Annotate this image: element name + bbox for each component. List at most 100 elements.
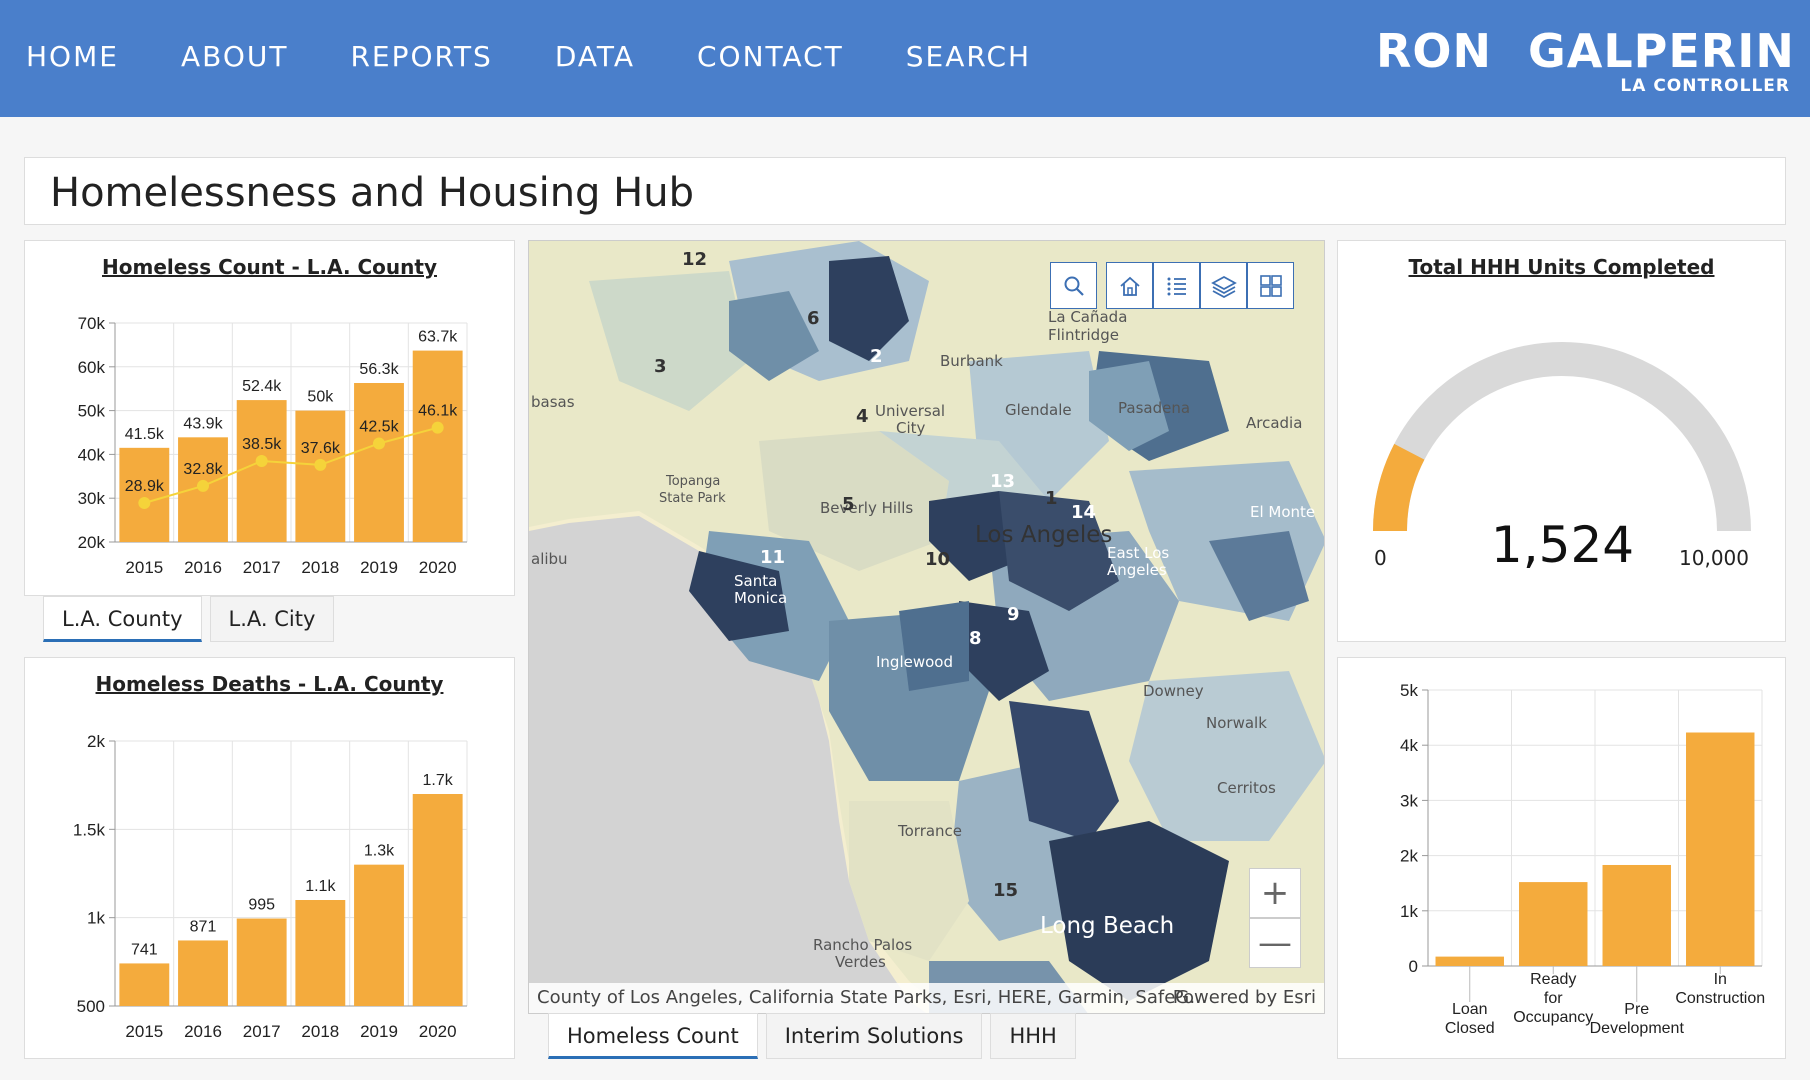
bar — [412, 794, 463, 1006]
tab-homeless-count[interactable]: Homeless Count — [548, 1013, 758, 1059]
y-tick-label: 3k — [1400, 791, 1418, 810]
data-label: 50k — [307, 389, 334, 406]
data-label: 46.1k — [418, 403, 458, 420]
data-label: 32.8k — [183, 461, 223, 478]
homeless-deaths-chart: 500 1k 1.5k 2k 741 2015 871 2016 995 2017 1.1k 2018… — [73, 732, 468, 1041]
homeless-deaths-panel: Homeless Deaths - L.A. County 500 1k 1.5k 2… — [24, 657, 515, 1059]
data-label: 42.5k — [359, 418, 399, 435]
map-tabs: Homeless Count Interim Solutions HHH — [548, 1013, 1076, 1059]
series-point — [138, 497, 151, 510]
y-tick-label: 2k — [1400, 847, 1418, 866]
place-label: basas — [531, 393, 575, 411]
nav-search[interactable]: SEARCH — [905, 40, 1032, 73]
series-point — [255, 454, 268, 467]
y-tick-label: 5k — [1400, 681, 1418, 700]
bar — [1602, 864, 1671, 966]
data-label: 1.7k — [423, 772, 454, 789]
tab-interim-solutions[interactable]: Interim Solutions — [765, 1013, 983, 1059]
x-tick-label: Development — [1590, 1020, 1685, 1037]
brand-last-name: GALPERIN — [1528, 24, 1795, 78]
series-point — [314, 458, 327, 471]
place-label: City — [896, 419, 926, 437]
y-tick-label: 30k — [78, 489, 106, 508]
place-label: Glendale — [1005, 401, 1072, 419]
map-view[interactable]: La Cañada Flintridge Burbank basas Unive… — [528, 240, 1325, 1014]
list-icon[interactable] — [1153, 262, 1200, 309]
powered-by-esri[interactable]: Powered by Esri — [1172, 987, 1316, 1008]
district-number: 13 — [990, 471, 1016, 492]
x-tick-label: 2017 — [243, 1022, 281, 1041]
district-number: 6 — [807, 308, 820, 329]
data-label: 995 — [248, 897, 275, 914]
place-label: Monica — [734, 589, 788, 607]
homeless-deaths-title: Homeless Deaths - L.A. County — [95, 672, 444, 696]
top-nav-bar: HOME ABOUT REPORTS DATA CONTACT SEARCH R… — [0, 0, 1810, 117]
zoom-in-button[interactable]: + — [1249, 868, 1301, 918]
basemap-gallery-icon[interactable] — [1247, 262, 1294, 309]
series-point — [373, 437, 385, 450]
data-label: 43.9k — [183, 415, 223, 432]
x-tick-label: Pre — [1624, 1001, 1649, 1018]
data-label: 1.1k — [305, 878, 336, 895]
gauge-track — [1373, 342, 1751, 532]
data-label: 52.4k — [242, 378, 282, 395]
tab-hhh[interactable]: HHH — [990, 1013, 1076, 1059]
nav-about[interactable]: ABOUT — [180, 40, 289, 73]
district-number: 9 — [1007, 604, 1020, 625]
district-number: 8 — [969, 628, 982, 649]
data-label: 56.3k — [359, 361, 399, 378]
place-label: Inglewood — [876, 653, 953, 671]
place-label: Burbank — [940, 352, 1003, 370]
district-number: 3 — [654, 356, 667, 377]
zoom-out-button[interactable]: — — [1249, 918, 1301, 968]
bar — [1519, 882, 1588, 966]
y-tick-label: 70k — [78, 314, 106, 333]
homeless-count-panel: Homeless Count - L.A. County 20k 30k 40k 50… — [24, 240, 515, 596]
x-tick-label: for — [1544, 990, 1563, 1007]
x-tick-label: 2016 — [184, 1022, 222, 1041]
bar — [236, 918, 287, 1006]
y-tick-label: 1k — [87, 909, 105, 928]
gauge-min-label: 0 — [1374, 546, 1387, 570]
tab-la-city[interactable]: L.A. City — [209, 596, 335, 642]
place-label: Norwalk — [1206, 714, 1267, 732]
district-number: 12 — [682, 249, 708, 270]
district-number: 11 — [760, 547, 786, 568]
district-number: 4 — [856, 406, 869, 427]
brand-logo[interactable]: RON GALPERIN LA CONTROLLER — [1376, 14, 1796, 104]
x-tick-label: 2019 — [360, 1022, 398, 1041]
nav-data[interactable]: DATA — [554, 40, 635, 73]
home-icon[interactable] — [1106, 262, 1153, 309]
x-tick-label: Construction — [1675, 990, 1765, 1007]
x-tick-label: 2018 — [301, 1022, 339, 1041]
hhh-units-gauge — [1373, 342, 1751, 532]
bar — [1435, 956, 1504, 966]
nav-reports[interactable]: REPORTS — [350, 40, 493, 73]
bar — [236, 400, 287, 542]
place-label: Torrance — [898, 822, 963, 840]
gauge-fill — [1373, 443, 1425, 532]
nav-contact[interactable]: CONTACT — [696, 40, 844, 73]
place-label: Verdes — [835, 953, 886, 971]
map-toolbar — [1050, 262, 1294, 309]
y-tick-label: 60k — [78, 358, 106, 377]
nav-home[interactable]: HOME — [26, 40, 119, 73]
x-tick-label: In — [1714, 971, 1727, 988]
data-label: 63.7k — [418, 329, 458, 346]
search-icon[interactable] — [1050, 262, 1097, 309]
district-number: 15 — [993, 880, 1019, 901]
x-tick-label: 2016 — [184, 558, 222, 577]
layers-icon[interactable] — [1200, 262, 1247, 309]
tab-la-county[interactable]: L.A. County — [43, 596, 202, 642]
map-canvas[interactable] — [529, 241, 1325, 1014]
hhh-units-panel: Total HHH Units Completed 1,524 0 10,000 — [1337, 240, 1786, 642]
bar — [354, 383, 404, 542]
homeless-count-chart: 20k 30k 40k 50k 60k 70k 41.5k 2015 43.9k 2016 52.4… — [78, 314, 468, 577]
data-label: 41.5k — [125, 426, 165, 443]
place-label: Arcadia — [1246, 414, 1303, 432]
x-tick-label: 2017 — [243, 558, 281, 577]
y-tick-label: 20k — [78, 533, 106, 552]
bar — [1686, 732, 1755, 966]
place-label-los-angeles: Los Angeles — [975, 522, 1113, 548]
place-label: State Park — [659, 491, 726, 506]
